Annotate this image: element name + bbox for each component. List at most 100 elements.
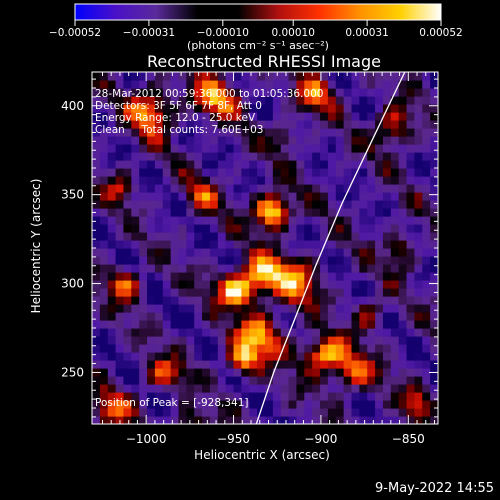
heatmap-cell xyxy=(249,184,258,193)
heatmap-cell xyxy=(367,320,376,329)
heatmap-cell xyxy=(312,96,321,105)
heatmap-cell xyxy=(351,408,360,417)
heatmap-cell xyxy=(202,400,211,409)
heatmap-cell xyxy=(312,88,321,97)
heatmap-cell xyxy=(202,176,211,185)
heatmap-cell xyxy=(115,256,125,265)
heatmap-cell xyxy=(320,328,329,337)
heatmap-cell xyxy=(154,208,164,217)
heatmap-cell xyxy=(414,368,423,377)
heatmap-cell xyxy=(170,80,180,89)
heatmap-cell xyxy=(217,232,227,241)
heatmap-cell xyxy=(430,72,438,81)
heatmap-cell xyxy=(107,88,117,97)
heatmap-cell xyxy=(320,104,329,113)
heatmap-cell xyxy=(194,144,203,153)
heatmap-cell xyxy=(343,216,353,225)
heatmap-cell xyxy=(265,376,274,385)
heatmap-cell xyxy=(414,280,423,289)
heatmap-cell xyxy=(162,184,172,193)
colorbar-tick-label: −0.00052 xyxy=(49,27,101,39)
heatmap-cell xyxy=(390,384,400,393)
heatmap-cell xyxy=(406,312,416,321)
heatmap-cell xyxy=(414,408,423,417)
heatmap-cell xyxy=(375,352,384,361)
heatmap-cell xyxy=(147,344,156,353)
heatmap-cell xyxy=(422,144,431,153)
heatmap-cell xyxy=(99,80,109,89)
heatmap-cell xyxy=(367,344,376,353)
heatmap-cell xyxy=(375,96,384,105)
heatmap-cell xyxy=(107,416,117,424)
heatmap-cell xyxy=(178,176,187,185)
heatmap-cell xyxy=(351,208,360,217)
heatmap-cell xyxy=(272,120,282,129)
heatmap-cell xyxy=(99,376,109,385)
heatmap-cell xyxy=(107,248,117,257)
heatmap-cell xyxy=(335,384,345,393)
heatmap-cell xyxy=(241,136,250,145)
heatmap-cell xyxy=(147,248,156,257)
heatmap-cell xyxy=(123,104,132,113)
heatmap-cell xyxy=(217,400,227,409)
heatmap-cell xyxy=(312,352,321,361)
heatmap-cell xyxy=(351,184,360,193)
heatmap-cell xyxy=(351,136,360,145)
heatmap-cell xyxy=(209,136,219,145)
heatmap-cell xyxy=(312,312,321,321)
heatmap-cell xyxy=(375,336,384,345)
heatmap-cell xyxy=(280,112,290,121)
heatmap-cell xyxy=(202,216,211,225)
heatmap-cell xyxy=(430,248,438,257)
heatmap-cell xyxy=(351,328,360,337)
heatmap-cell xyxy=(217,304,227,313)
heatmap-cell xyxy=(312,120,321,129)
heatmap-cell xyxy=(257,224,266,233)
heatmap-cell xyxy=(249,272,258,281)
heatmap-cell xyxy=(217,104,227,113)
heatmap-cell xyxy=(123,160,132,169)
heatmap-cell xyxy=(147,160,156,169)
heatmap-cell xyxy=(123,400,132,409)
heatmap-cell xyxy=(233,184,243,193)
heatmap-cell xyxy=(178,392,187,401)
heatmap-cell xyxy=(367,288,376,297)
heatmap-cell xyxy=(398,288,408,297)
heatmap-cell xyxy=(320,368,329,377)
heatmap-cell xyxy=(92,392,101,401)
heatmap-cell xyxy=(422,408,431,417)
heatmap-cell xyxy=(367,200,376,209)
annotation-detectors: Detectors: 3F 5F 6F 7F 8F, Att 0 xyxy=(95,100,262,112)
heatmap-cell xyxy=(131,104,140,113)
heatmap-cell xyxy=(241,304,250,313)
heatmap-cell xyxy=(249,400,258,409)
heatmap-cell xyxy=(115,168,125,177)
heatmap-cell xyxy=(414,176,423,185)
heatmap-cell xyxy=(92,320,101,329)
heatmap-cell xyxy=(343,104,353,113)
heatmap-cell xyxy=(312,368,321,377)
heatmap-cell xyxy=(359,176,368,185)
heatmap-cell xyxy=(178,80,187,89)
heatmap-cell xyxy=(304,184,313,193)
heatmap-cell xyxy=(382,272,392,281)
heatmap-cell xyxy=(186,408,195,417)
heatmap-cell xyxy=(265,128,274,137)
heatmap-cell xyxy=(406,160,416,169)
heatmap-cell xyxy=(107,288,117,297)
heatmap-cell xyxy=(288,168,298,177)
heatmap-cell xyxy=(139,160,148,169)
heatmap-cell xyxy=(367,232,376,241)
heatmap-cell xyxy=(288,408,298,417)
heatmap-cell xyxy=(178,240,187,249)
heatmap-cell xyxy=(351,112,360,121)
heatmap-cell xyxy=(288,208,298,217)
heatmap-cell xyxy=(115,136,125,145)
heatmap-cell xyxy=(225,400,235,409)
heatmap-cell xyxy=(194,320,203,329)
heatmap-cell xyxy=(320,312,329,321)
heatmap-cell xyxy=(398,264,408,273)
heatmap-cell xyxy=(194,240,203,249)
heatmap-cell xyxy=(217,176,227,185)
heatmap-cell xyxy=(414,152,423,161)
